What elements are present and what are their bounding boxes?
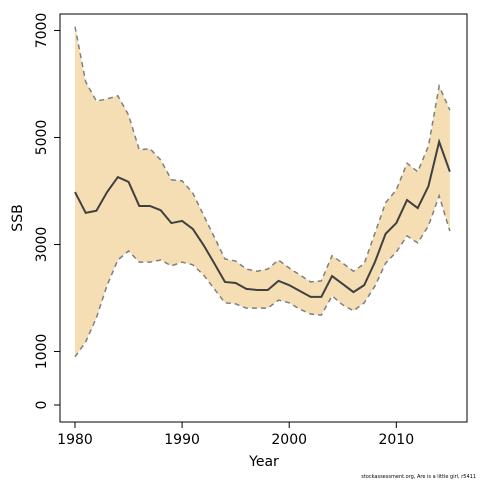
footnote: stockassessment.org, Are is a little gir… [361,474,476,480]
y-tick-label: 0 [34,401,50,410]
y-tick-label: 5000 [34,120,50,156]
x-tick-label: 1990 [164,432,200,448]
confidence-band [74,26,450,357]
ssb-line [74,138,451,298]
y-tick-label: 3000 [34,227,50,263]
x-tick-label: 2010 [378,432,414,448]
upper-bound [74,26,451,283]
x-tick-label: 1980 [57,432,93,448]
lower-bound [74,193,451,358]
x-axis-label: Year [248,454,279,470]
x-tick-label: 2000 [271,432,307,448]
plot-frame [59,13,468,423]
y-axis-label: SSB [10,204,26,231]
y-tick-label: 7000 [34,13,50,49]
y-tick-label: 1000 [34,334,50,370]
